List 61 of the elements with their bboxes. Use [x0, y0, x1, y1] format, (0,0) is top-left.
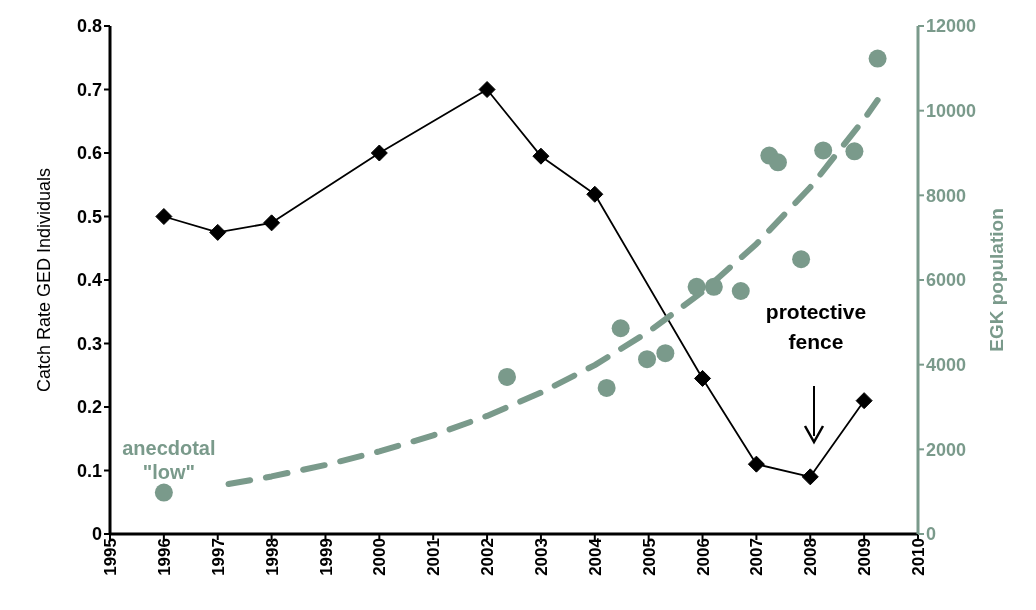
point: [731, 282, 750, 301]
point: [370, 144, 388, 162]
point: [155, 208, 173, 225]
y-tick-label: 0: [91, 524, 102, 545]
x-tick-label: 2006: [693, 538, 713, 576]
y-tick-label: 0.3: [76, 333, 102, 354]
point: [768, 153, 787, 172]
annotation: protective fence: [765, 299, 867, 353]
point: [814, 141, 833, 160]
x-tick-label: 2007: [747, 538, 767, 576]
y2-tick-label: 6000: [926, 270, 967, 291]
x-tick-label: 2005: [639, 538, 659, 576]
point: [855, 392, 873, 410]
y2-tick-label: 4000: [926, 355, 967, 376]
y-tick-label: 0.8: [76, 16, 102, 37]
point: [704, 277, 723, 296]
y2-tick-label: 12000: [926, 16, 977, 37]
point: [868, 49, 887, 68]
x-tick-label: 2000: [370, 538, 390, 576]
y2-tick-label: 0: [926, 524, 937, 545]
point: [656, 344, 675, 363]
y-tick-label: 0.5: [76, 206, 102, 227]
point: [638, 350, 657, 369]
point: [747, 455, 765, 473]
point: [611, 319, 630, 338]
x-tick-label: 1995: [101, 538, 121, 576]
point: [478, 81, 496, 98]
x-tick-label: 2009: [855, 538, 875, 576]
x-tick-label: 2003: [532, 538, 551, 576]
y2-tick-label: 2000: [926, 439, 967, 460]
point: [263, 214, 281, 232]
point: [498, 367, 516, 386]
x-tick-label: 1996: [154, 538, 174, 576]
y-tick-label: 0.2: [76, 397, 102, 418]
x-tick-label: 2010: [909, 538, 929, 576]
x-tick-label: 2008: [801, 538, 821, 576]
point: [694, 369, 712, 387]
y2-tick-label: 8000: [926, 185, 967, 206]
point: [209, 223, 227, 241]
point: [792, 250, 811, 269]
point: [597, 378, 616, 397]
y-tick-label: 0.7: [76, 79, 102, 100]
x-tick-label: 1997: [208, 538, 228, 576]
y-tick-label: 0.1: [76, 460, 102, 481]
y2-axis-title: EGK population: [985, 208, 1007, 352]
point: [845, 142, 864, 161]
point: [687, 277, 706, 296]
y-axis-title: Catch Rate GED Individuals: [34, 167, 55, 393]
y-tick-label: 0.6: [76, 143, 102, 164]
x-tick-label: 1999: [316, 538, 336, 576]
y2-tick-label: 10000: [926, 101, 977, 122]
point: [586, 185, 604, 203]
x-tick-label: 2004: [585, 537, 605, 576]
y-tick-label: 0.4: [76, 270, 102, 291]
annotation: anecdotal "low": [121, 436, 217, 484]
point: [801, 468, 819, 486]
x-tick-label: 1998: [262, 538, 282, 576]
x-tick-label: 2001: [424, 538, 444, 576]
x-tick-label: 2002: [478, 538, 498, 576]
point: [532, 147, 550, 165]
point: [154, 483, 173, 502]
